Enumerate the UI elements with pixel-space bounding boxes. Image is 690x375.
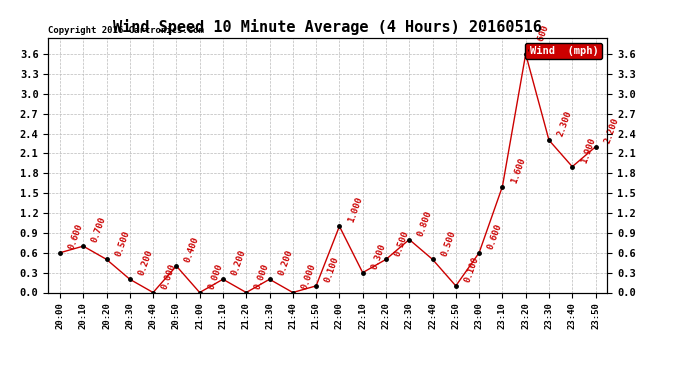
Text: 0.200: 0.200 xyxy=(277,249,294,277)
Text: 0.700: 0.700 xyxy=(90,216,108,244)
Legend: Wind  (mph): Wind (mph) xyxy=(525,43,602,59)
Text: Copyright 2016 Cartronics.com: Copyright 2016 Cartronics.com xyxy=(48,26,204,35)
Text: 0.500: 0.500 xyxy=(440,229,457,257)
Text: 0.500: 0.500 xyxy=(113,229,131,257)
Text: 0.000: 0.000 xyxy=(160,262,178,290)
Text: 0.200: 0.200 xyxy=(230,249,248,277)
Text: 0.200: 0.200 xyxy=(137,249,155,277)
Title: Wind Speed 10 Minute Average (4 Hours) 20160516: Wind Speed 10 Minute Average (4 Hours) 2… xyxy=(113,19,542,35)
Text: 2.200: 2.200 xyxy=(602,116,620,145)
Text: 0.600: 0.600 xyxy=(67,222,85,251)
Text: 3.600: 3.600 xyxy=(533,24,551,52)
Text: 0.000: 0.000 xyxy=(253,262,271,290)
Text: 0.500: 0.500 xyxy=(393,229,411,257)
Text: 1.900: 1.900 xyxy=(579,136,597,165)
Text: 0.400: 0.400 xyxy=(184,236,201,264)
Text: 0.600: 0.600 xyxy=(486,222,504,251)
Text: 1.000: 1.000 xyxy=(346,196,364,224)
Text: 0.300: 0.300 xyxy=(370,242,387,270)
Text: 0.000: 0.000 xyxy=(206,262,224,290)
Text: 1.600: 1.600 xyxy=(509,156,527,184)
Text: 0.100: 0.100 xyxy=(463,255,480,284)
Text: 0.000: 0.000 xyxy=(299,262,317,290)
Text: 2.300: 2.300 xyxy=(556,110,573,138)
Text: 0.100: 0.100 xyxy=(323,255,341,284)
Text: 0.800: 0.800 xyxy=(416,209,434,237)
